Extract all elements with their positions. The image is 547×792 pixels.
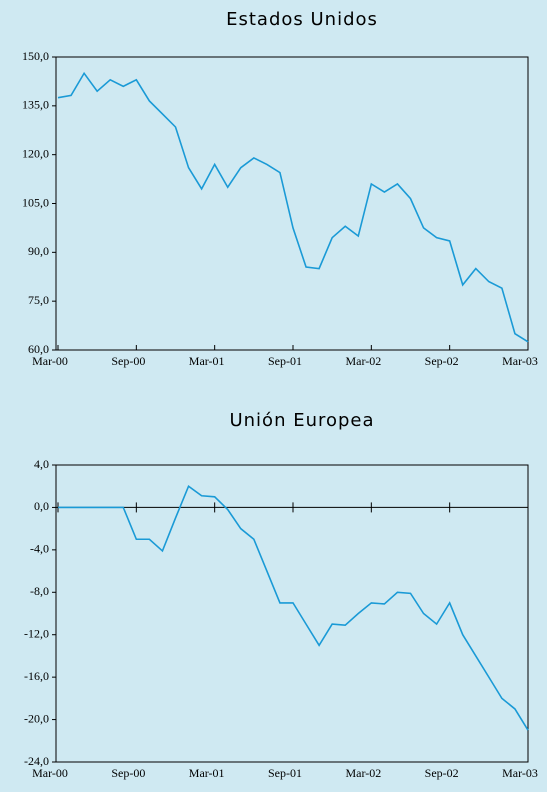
plot-frame <box>55 464 529 763</box>
y-tick-label: -20,0 <box>24 711 49 725</box>
x-tick-label: Sep-01 <box>268 766 302 780</box>
x-tick-label: Mar-03 <box>502 354 538 368</box>
x-tick-label: Mar-01 <box>189 354 225 368</box>
x-tick-label: Mar-00 <box>32 354 68 368</box>
y-tick-label: 4,0 <box>34 457 49 471</box>
x-tick-label: Sep-00 <box>111 766 145 780</box>
x-tick-label: Mar-00 <box>32 766 68 780</box>
x-tick-label: Sep-00 <box>111 354 145 368</box>
y-tick-label: 105,0 <box>22 195 49 209</box>
x-tick-label: Mar-02 <box>345 766 381 780</box>
x-tick-label: Mar-01 <box>189 766 225 780</box>
chart-title: Unión Europea <box>229 410 374 431</box>
data-line <box>58 484 529 731</box>
y-tick-label: 90,0 <box>28 244 49 258</box>
y-tick-label: 150,0 <box>22 49 49 63</box>
y-tick-label: -4,0 <box>30 542 49 556</box>
y-tick-label: -24,0 <box>24 754 49 768</box>
y-tick-label: 120,0 <box>22 146 49 160</box>
y-tick-label: -8,0 <box>30 584 49 598</box>
data-line <box>57 71 529 343</box>
y-tick-label: 75,0 <box>28 293 49 307</box>
y-tick-label: -16,0 <box>24 669 49 683</box>
y-tick-label: 135,0 <box>22 98 49 112</box>
chart-title: Estados Unidos <box>226 9 378 30</box>
x-tick-label: Mar-03 <box>502 766 538 780</box>
x-tick-label: Sep-02 <box>425 766 459 780</box>
y-tick-label: 60,0 <box>28 342 49 356</box>
y-tick-label: 0,0 <box>34 499 49 513</box>
x-tick-label: Sep-02 <box>425 354 459 368</box>
x-tick-label: Mar-02 <box>345 354 381 368</box>
y-tick-label: -12,0 <box>24 626 49 640</box>
x-tick-label: Sep-01 <box>268 354 302 368</box>
plot-frame <box>55 56 529 351</box>
